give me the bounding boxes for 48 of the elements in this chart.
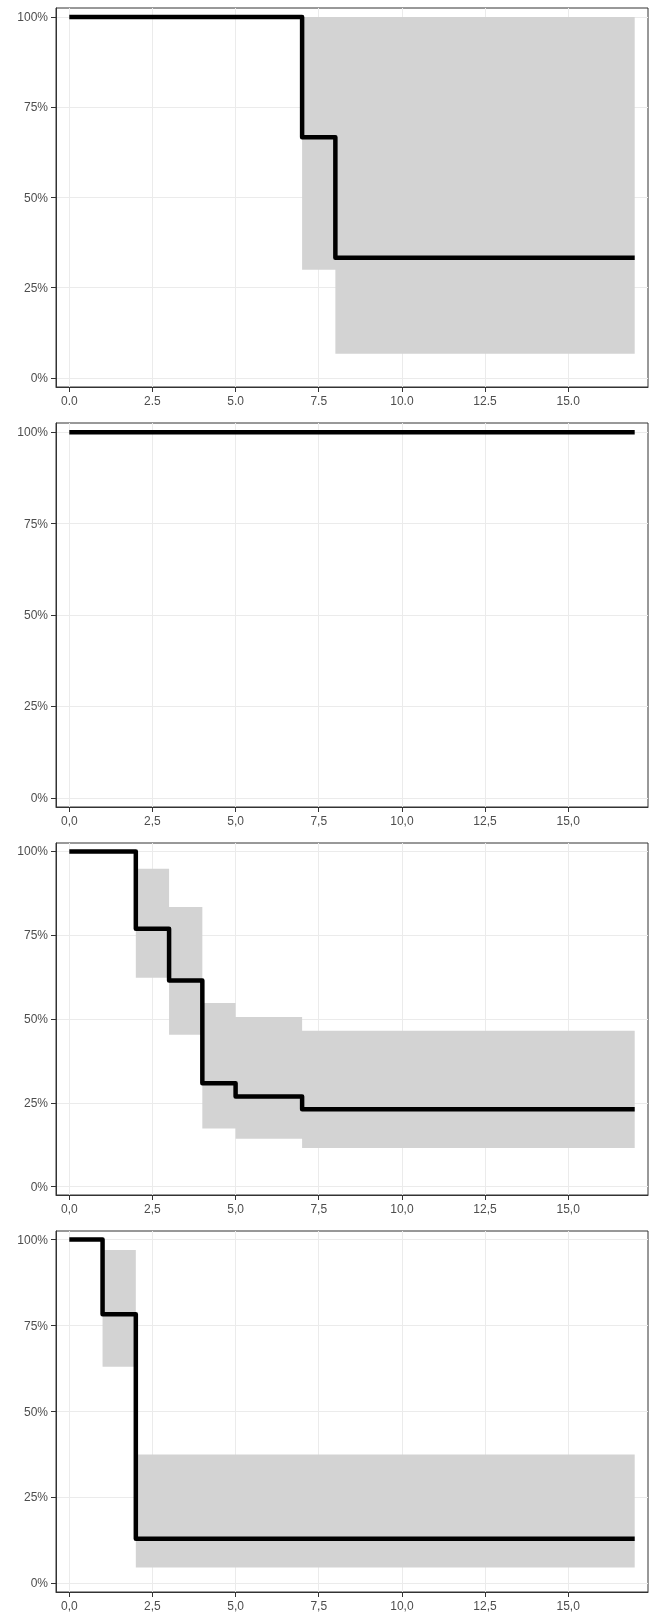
y-tick-label: 100% xyxy=(17,1232,49,1247)
x-tick-label: 0,0 xyxy=(60,1599,78,1613)
x-tick-label: 7,5 xyxy=(310,814,328,828)
x-tick-label: 12,5 xyxy=(473,1599,498,1613)
y-tick-label: 0% xyxy=(30,790,49,805)
y-tick-label: 100% xyxy=(17,425,49,440)
x-tick-label: 10.0 xyxy=(390,394,414,408)
y-tick-label: 50% xyxy=(23,1012,49,1026)
x-tick-label: 12,5 xyxy=(473,814,498,828)
y-tick-label: 100% xyxy=(17,10,49,25)
x-tick-label: 2,5 xyxy=(144,1599,162,1613)
y-tick-label: 75% xyxy=(23,1318,49,1333)
y-tick-label: 75% xyxy=(23,100,49,115)
x-tick-label: 2,5 xyxy=(144,1202,162,1216)
x-tick-label: 7,5 xyxy=(310,1202,328,1216)
x-tick-label: 5,0 xyxy=(227,814,245,828)
y-tick-label: 25% xyxy=(23,699,49,714)
x-tick-label: 5,0 xyxy=(227,1599,245,1613)
x-tick-label: 10,0 xyxy=(390,1202,414,1216)
y-tick-label: 75% xyxy=(23,516,49,531)
y-tick-label: 50% xyxy=(23,1404,49,1419)
x-tick-label: 0,0 xyxy=(60,814,78,828)
x-tick-label: 2,5 xyxy=(144,814,162,828)
y-tick-label: 100% xyxy=(17,844,49,859)
y-tick-label: 50% xyxy=(23,608,49,622)
x-tick-label: 12,5 xyxy=(473,1202,498,1216)
x-tick-label: 7,5 xyxy=(310,1599,328,1613)
y-tick-label: 0% xyxy=(30,370,49,385)
y-tick-label: 25% xyxy=(23,1095,49,1110)
x-tick-label: 0.0 xyxy=(60,394,78,408)
x-tick-label: 0,0 xyxy=(60,1202,78,1216)
x-tick-label: 15,0 xyxy=(556,1599,581,1613)
y-tick-label: 75% xyxy=(23,928,49,943)
x-tick-label: 2.5 xyxy=(144,394,162,408)
y-tick-label: 50% xyxy=(23,190,49,205)
x-tick-label: 15,0 xyxy=(556,814,581,828)
y-tick-label: 25% xyxy=(23,280,49,295)
x-tick-label: 10,0 xyxy=(390,1599,414,1613)
x-tick-label: 12.5 xyxy=(473,394,498,408)
x-tick-label: 10,0 xyxy=(390,814,414,828)
x-tick-label: 15.0 xyxy=(556,394,581,408)
x-tick-label: 5.0 xyxy=(227,394,245,408)
x-tick-label: 5,0 xyxy=(227,1202,245,1216)
x-tick-label: 7.5 xyxy=(310,394,328,408)
y-tick-label: 0% xyxy=(30,1179,49,1194)
y-tick-label: 25% xyxy=(23,1490,49,1505)
y-tick-label: 0% xyxy=(30,1576,49,1591)
x-tick-label: 15,0 xyxy=(556,1202,581,1216)
